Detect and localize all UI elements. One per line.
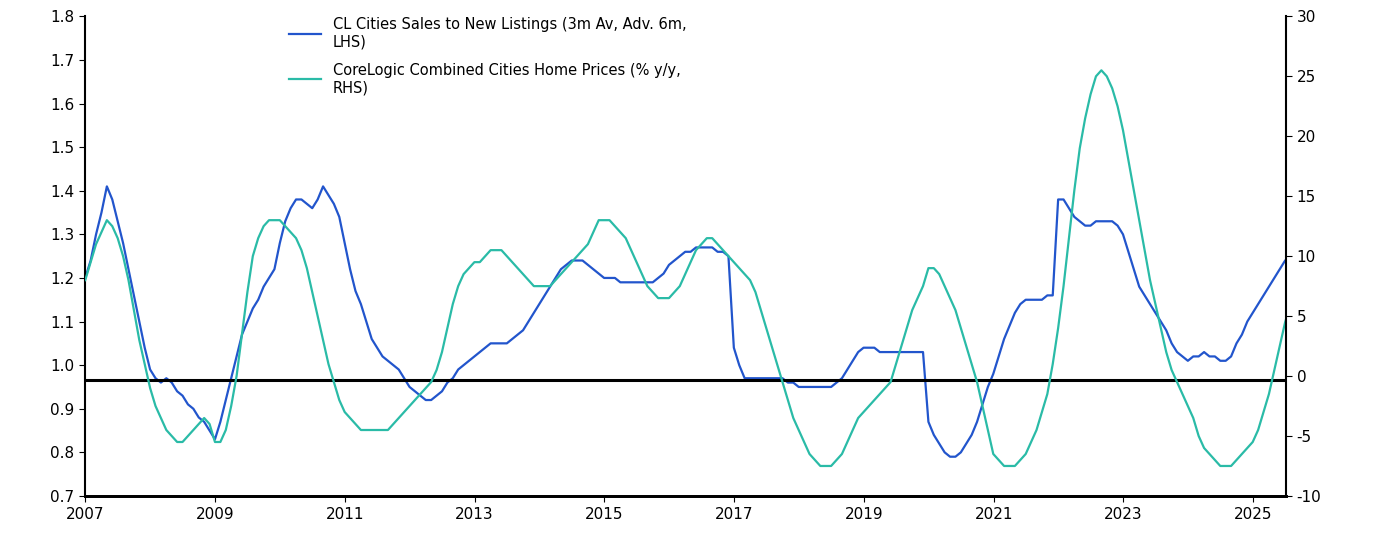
CoreLogic Combined Cities Home Prices (% y/y,
RHS) (131, 337, 147, 343)
CoreLogic Combined Cities Home Prices (% y/y,
RHS) (1288, 283, 1305, 289)
CoreLogic Combined Cities Home Prices (% y/y,
RHS) (514, 271, 531, 277)
CL Cities Sales to New Listings (3m Av, Adv. 6m,
LHS) (77, 275, 94, 281)
CL Cities Sales to New Listings (3m Av, Adv. 6m,
LHS) (936, 449, 953, 456)
CL Cities Sales to New Listings (3m Av, Adv. 6m,
LHS) (1288, 249, 1305, 255)
CoreLogic Combined Cities Home Prices (% y/y,
RHS) (282, 229, 298, 235)
CoreLogic Combined Cities Home Prices (% y/y,
RHS) (1093, 67, 1110, 74)
CL Cities Sales to New Listings (3m Av, Adv. 6m,
LHS) (520, 318, 536, 325)
CL Cities Sales to New Listings (3m Av, Adv. 6m,
LHS) (942, 453, 958, 460)
CoreLogic Combined Cities Home Prices (% y/y,
RHS) (164, 433, 180, 439)
CoreLogic Combined Cities Home Prices (% y/y,
RHS) (813, 463, 829, 469)
CoreLogic Combined Cities Home Prices (% y/y,
RHS) (936, 283, 953, 289)
CL Cities Sales to New Listings (3m Av, Adv. 6m,
LHS) (136, 344, 153, 351)
CL Cities Sales to New Listings (3m Av, Adv. 6m,
LHS) (287, 196, 304, 203)
Legend: CL Cities Sales to New Listings (3m Av, Adv. 6m,
LHS), CoreLogic Combined Cities: CL Cities Sales to New Listings (3m Av, … (283, 11, 693, 101)
CoreLogic Combined Cities Home Prices (% y/y,
RHS) (1368, 289, 1375, 295)
CL Cities Sales to New Listings (3m Av, Adv. 6m,
LHS) (1368, 275, 1375, 281)
Line: CoreLogic Combined Cities Home Prices (% y/y,
RHS): CoreLogic Combined Cities Home Prices (%… (85, 70, 1375, 466)
CL Cities Sales to New Listings (3m Av, Adv. 6m,
LHS) (99, 183, 116, 190)
CoreLogic Combined Cities Home Prices (% y/y,
RHS) (77, 277, 94, 283)
CL Cities Sales to New Listings (3m Av, Adv. 6m,
LHS) (169, 388, 186, 395)
Line: CL Cities Sales to New Listings (3m Av, Adv. 6m,
LHS): CL Cities Sales to New Listings (3m Av, … (85, 186, 1375, 457)
